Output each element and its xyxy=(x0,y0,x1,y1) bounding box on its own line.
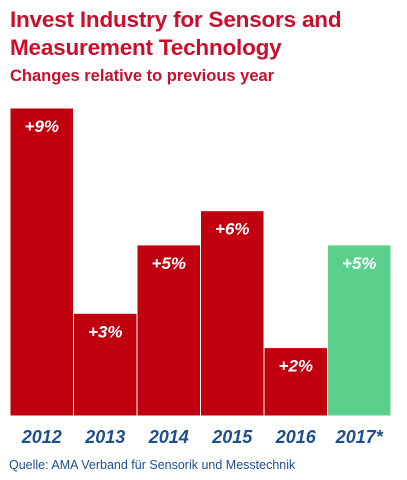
bar-value-label: +9% xyxy=(25,117,60,136)
bar-value-label: +6% xyxy=(215,220,250,239)
bar-chart: +9% 2012 +3% 2013 +5% 2014 +6% 2015 +2% 2016 +5% 20… xyxy=(9,107,392,447)
chart-title: Invest Industry for Sensors and Measurem… xyxy=(10,7,342,60)
x-tick-label: 2014 xyxy=(148,427,189,447)
x-tick-label: 2017* xyxy=(335,427,384,447)
bar-value-label: +5% xyxy=(342,254,377,273)
bar-value-label: +5% xyxy=(152,254,187,273)
bar-2016 xyxy=(263,347,328,417)
bar-2017* xyxy=(327,244,392,417)
bar-value-label: +3% xyxy=(88,322,123,341)
bar-2015 xyxy=(200,210,265,417)
bar-value-label: +2% xyxy=(279,357,314,376)
x-tick-label: 2016 xyxy=(275,427,317,447)
x-tick-label: 2015 xyxy=(211,427,253,447)
x-tick-label: 2013 xyxy=(84,427,125,447)
bar-2014 xyxy=(136,244,201,417)
x-tick-label: 2012 xyxy=(21,427,62,447)
bar-2012 xyxy=(9,107,74,417)
chart-subtitle: Changes relative to previous year xyxy=(10,67,275,85)
source-note: Quelle: AMA Verband für Sensorik und Mes… xyxy=(9,458,296,472)
